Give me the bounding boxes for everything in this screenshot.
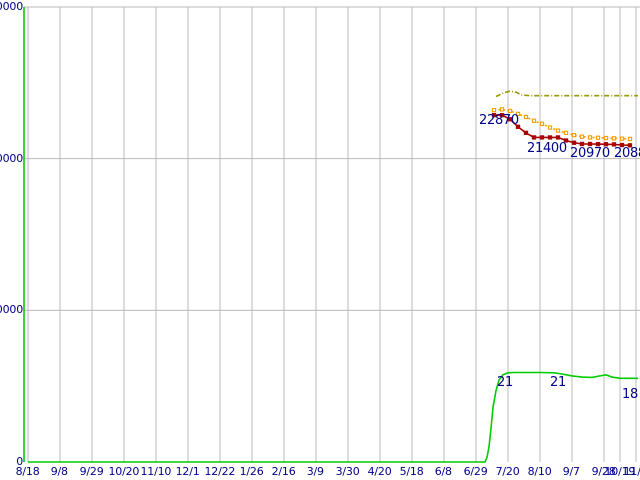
x-tick-label: 7/20: [495, 465, 520, 478]
data-value-label: 21: [497, 375, 513, 390]
x-tick-label: 9/28: [591, 465, 616, 478]
series-marker-orange-series: [627, 136, 633, 142]
series-marker-orange-series: [595, 135, 601, 140]
x-tick-label: 11/10: [140, 465, 172, 478]
x-tick-label: 3/30: [335, 465, 360, 478]
y-tick-label: 10000: [0, 303, 23, 317]
x-tick-label: 9/29: [79, 465, 104, 478]
series-marker-dark-red-series: [579, 141, 585, 147]
data-value-label: 20880: [614, 146, 640, 161]
y-tick-label: 0: [16, 455, 23, 468]
horizontal-gridlines: [24, 6, 640, 311]
series-marker-orange-series: [547, 125, 553, 130]
series-marker-dark-red-series: [499, 112, 505, 118]
x-tick-label: 10/20: [108, 465, 140, 478]
series-marker-dark-red-series: [507, 117, 513, 122]
x-tick-label: 9/7: [562, 465, 580, 478]
series-marker-orange-series: [507, 108, 513, 114]
series-marker-dark-red-series: [595, 141, 601, 147]
x-tick-label: 12/22: [204, 465, 236, 478]
series-marker-orange-series: [603, 135, 609, 141]
series-marker-orange-series: [539, 121, 545, 126]
series-marker-orange-series: [579, 134, 585, 139]
series-marker-dark-red-series: [555, 135, 561, 140]
y-tick-label: 20000: [0, 151, 23, 165]
series-marker-orange-series: [499, 107, 505, 112]
series-marker-orange-series: [531, 118, 537, 123]
x-tick-label: 1/26: [239, 465, 264, 478]
x-tick-label: 3/9: [306, 465, 324, 478]
series-marker-dark-red-series: [491, 112, 497, 118]
x-tick-label: 10/19: [604, 465, 636, 478]
x-tick-label: 9/8: [50, 465, 68, 478]
x-tick-label: 8/10: [527, 465, 552, 478]
series-marker-orange-series: [619, 136, 625, 141]
series-marker-dark-red-series: [563, 138, 569, 143]
data-series-layer: [28, 90, 638, 463]
series-marker-orange-series: [523, 114, 529, 120]
series-marker-orange-series: [587, 135, 593, 140]
series-marker-dark-red-series: [547, 135, 553, 140]
x-tick-label: 5/18: [399, 465, 424, 478]
series-marker-dark-red-series: [627, 143, 633, 148]
series-line-olive-series: [495, 90, 638, 98]
data-value-label: 22870: [479, 113, 519, 128]
series-marker-orange-series: [515, 111, 521, 117]
x-tick-label: 6/8: [434, 465, 452, 478]
series-marker-orange-series: [563, 130, 569, 136]
data-value-label: 20970: [570, 146, 610, 161]
series-marker-orange-series: [611, 136, 617, 141]
series-marker-dark-red-series: [603, 142, 609, 147]
vertical-gridlines: [27, 7, 637, 462]
series-marker-orange-series: [491, 107, 497, 113]
series-marker-dark-red-series: [611, 142, 617, 147]
series-marker-orange-series: [555, 128, 561, 133]
x-tick-label: 12/1: [175, 465, 200, 478]
series-line-green-series: [28, 371, 638, 463]
x-tick-label: 2/16: [271, 465, 296, 478]
series-marker-dark-red-series: [531, 135, 537, 140]
series-marker-dark-red-series: [587, 141, 593, 147]
x-tick-label: 11/2: [623, 465, 640, 478]
series-marker-dark-red-series: [619, 142, 625, 148]
series-marker-dark-red-series: [571, 140, 577, 145]
series-marker-dark-red-series: [515, 124, 521, 129]
series-marker-orange-series: [571, 133, 577, 138]
y-tick-label: 30000: [0, 0, 23, 13]
data-value-label: 18: [622, 387, 638, 402]
x-tick-label: 4/20: [367, 465, 392, 478]
series-marker-dark-red-series: [523, 130, 529, 136]
data-value-label: 21400: [527, 141, 567, 156]
x-tick-label: 6/29: [463, 465, 488, 478]
x-tick-label: 8/18: [15, 465, 40, 478]
series-marker-dark-red-series: [539, 135, 545, 140]
data-value-label: 21: [550, 375, 566, 390]
